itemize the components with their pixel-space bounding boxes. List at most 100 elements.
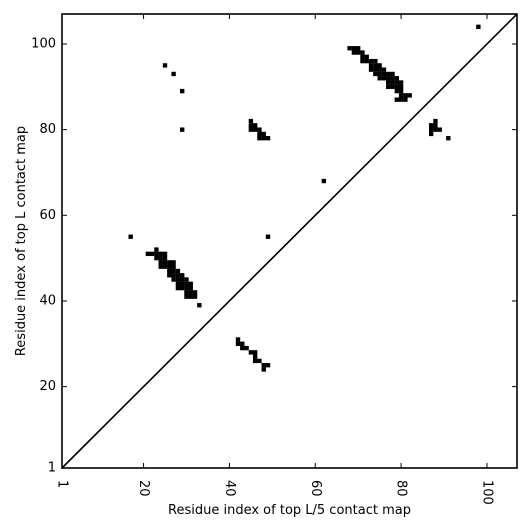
contact-cell <box>377 67 382 72</box>
contact-cell <box>235 341 241 346</box>
contact-cell <box>347 46 352 51</box>
contact-cell <box>154 251 159 257</box>
contact-cell <box>368 67 374 72</box>
contact-cell <box>394 84 399 89</box>
x-tick-label: 40 <box>222 480 237 497</box>
y-axis-ticks: 1 20 40 60 80 100 <box>31 36 517 476</box>
contact-cell <box>167 268 172 274</box>
y-axis-label: Residue index of top L contact map <box>14 126 29 356</box>
contact-cell <box>158 260 163 265</box>
contact-cell <box>373 63 378 68</box>
contact-cell <box>167 260 172 265</box>
contact-cell <box>244 345 249 351</box>
contact-cell <box>192 294 198 299</box>
x-tick-label: 60 <box>308 480 323 497</box>
contact-cell <box>257 131 262 137</box>
contact-cell <box>381 71 387 77</box>
contact-cell <box>261 136 266 141</box>
contact-cell <box>154 247 159 252</box>
contact-cell <box>128 234 133 239</box>
contact-cell <box>355 50 361 55</box>
contact-cell <box>377 63 382 68</box>
contact-cell <box>265 363 271 368</box>
contact-cell <box>171 277 176 282</box>
contact-cell <box>252 354 258 359</box>
contact-cell <box>188 290 193 295</box>
contact-cell <box>175 285 181 291</box>
contact-cell <box>188 294 193 299</box>
contact-cell <box>252 350 258 355</box>
contact-cell <box>235 337 241 342</box>
x-axis-label: Residue index of top L/5 contact map <box>168 503 411 518</box>
contact-cell <box>167 264 172 269</box>
contact-cells <box>128 24 481 372</box>
contact-cell <box>377 76 382 81</box>
x-tick-label: 80 <box>394 480 409 497</box>
y-tick-label: 60 <box>39 208 56 223</box>
contact-cell <box>248 118 254 124</box>
contact-cell <box>373 71 378 77</box>
contact-cell <box>386 76 391 81</box>
contact-cell <box>252 123 258 128</box>
contact-cell <box>360 54 365 60</box>
contact-cell <box>368 58 374 64</box>
plot-frame <box>61 13 518 469</box>
contact-cell <box>398 88 404 94</box>
contact-cell <box>158 264 163 269</box>
contact-cell <box>377 71 382 77</box>
contact-cell <box>390 80 395 85</box>
contact-cell <box>158 255 163 261</box>
contact-cell <box>428 123 434 128</box>
contact-cell <box>428 131 434 137</box>
contact-cell <box>261 363 266 368</box>
y-tick-label: 1 <box>48 461 56 476</box>
contact-cell <box>394 97 399 102</box>
contact-cell <box>180 277 185 282</box>
contact-cell <box>437 127 442 132</box>
contact-cell <box>433 127 438 132</box>
contact-cell <box>240 341 245 346</box>
contact-cell <box>390 76 395 81</box>
contact-cell <box>368 63 374 68</box>
contact-cell <box>171 273 176 278</box>
contact-cell <box>184 281 189 287</box>
contact-cell <box>248 350 254 355</box>
contact-cell <box>433 118 438 124</box>
contact-cell <box>184 285 189 291</box>
contact-cell <box>428 127 434 132</box>
contact-cell <box>162 63 168 68</box>
contact-cell <box>403 93 408 98</box>
x-tick-label: 1 <box>55 480 70 488</box>
contact-cell <box>360 58 365 64</box>
contact-cell <box>257 127 262 132</box>
contact-cell <box>188 281 193 287</box>
contact-cell <box>171 71 176 77</box>
contact-cell <box>197 303 202 308</box>
contact-cell <box>149 251 155 257</box>
contact-cell <box>257 358 262 364</box>
contact-cell <box>265 136 271 141</box>
contact-cell <box>265 234 271 239</box>
contact-cell <box>162 260 168 265</box>
contact-cell <box>192 290 198 295</box>
contact-cell <box>171 268 176 274</box>
contact-cell <box>355 46 361 51</box>
contact-cell <box>373 58 378 64</box>
contact-cell <box>394 80 399 85</box>
contact-cell <box>398 80 404 85</box>
contact-cell <box>381 76 387 81</box>
contact-cell <box>184 290 189 295</box>
contact-cell <box>175 273 181 278</box>
y-tick-label: 100 <box>31 36 56 51</box>
y-tick-label: 80 <box>39 122 56 137</box>
contact-cell <box>175 277 181 282</box>
contact-cell <box>184 294 189 299</box>
contact-cell <box>364 58 369 64</box>
contact-cell <box>180 273 185 278</box>
contact-cell <box>386 84 391 89</box>
contact-cell <box>351 46 357 51</box>
contact-cell <box>321 178 327 184</box>
contact-cell <box>398 97 404 102</box>
contact-cell <box>433 123 438 128</box>
contact-cell <box>386 71 391 77</box>
